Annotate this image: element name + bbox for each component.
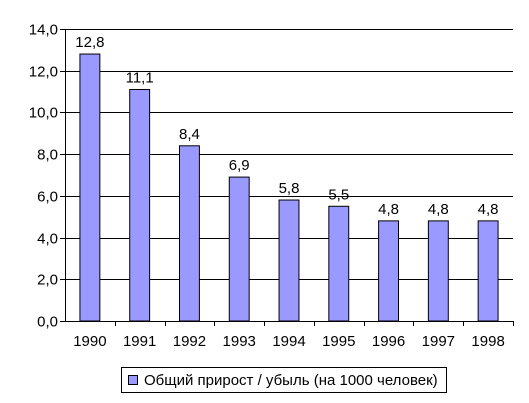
bar <box>129 88 151 322</box>
y-tick-label: 14,0 <box>29 22 58 39</box>
x-tick-label: 1993 <box>223 333 256 350</box>
bar <box>178 145 200 322</box>
y-tick-label: 0,0 <box>37 314 58 331</box>
y-tick-labels: 0,0 2,0 4,0 6,0 8,0 10,0 12,0 14,0 <box>29 22 58 331</box>
x-tick-labels: 1990 1991 1992 1993 1994 1995 1996 1997 1998 <box>73 333 505 350</box>
y-tick-label: 10,0 <box>29 105 58 122</box>
y-tick-label: 6,0 <box>37 189 58 206</box>
data-label: 5,5 <box>328 186 349 203</box>
x-tick-label: 1998 <box>471 333 504 350</box>
data-label: 11,1 <box>126 69 154 86</box>
y-tick-label: 12,0 <box>29 64 58 81</box>
x-tick-label: 1991 <box>123 333 156 350</box>
y-tick-label: 4,0 <box>37 231 58 248</box>
y-tick-label: 2,0 <box>37 272 58 289</box>
data-label: 4,8 <box>428 201 449 218</box>
y-tick-label: 8,0 <box>37 147 58 164</box>
bar <box>328 205 350 322</box>
bar-series <box>79 53 499 322</box>
x-tick-label: 1995 <box>322 333 355 350</box>
data-label: 4,8 <box>378 201 399 218</box>
x-tick-label: 1992 <box>173 333 206 350</box>
bar <box>378 220 400 322</box>
x-tick-label: 1990 <box>73 333 106 350</box>
data-label: 6,9 <box>229 157 250 174</box>
data-label: 8,4 <box>179 126 200 143</box>
bar <box>427 220 449 322</box>
data-label: 5,8 <box>279 180 300 197</box>
legend-swatch <box>128 375 138 385</box>
x-tick-label: 1994 <box>272 333 305 350</box>
bar <box>79 53 101 322</box>
data-label: 4,8 <box>478 201 499 218</box>
legend: Общий прирост / убыль (на 1000 человек) <box>121 367 447 393</box>
bar <box>477 220 499 322</box>
legend-label: Общий прирост / убыль (на 1000 человек) <box>144 371 438 389</box>
data-label: 12,8 <box>75 34 104 51</box>
data-labels: 12,8 11,1 8,4 6,9 5,8 5,5 4,8 4,8 4,8 <box>75 34 498 218</box>
axes <box>60 29 514 326</box>
bar <box>228 176 250 322</box>
bar <box>278 199 300 322</box>
x-tick-label: 1997 <box>422 333 455 350</box>
x-tick-label: 1996 <box>372 333 405 350</box>
